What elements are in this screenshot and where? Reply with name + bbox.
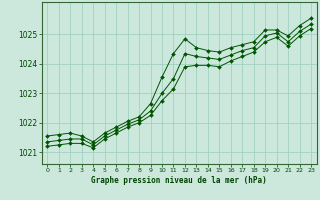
X-axis label: Graphe pression niveau de la mer (hPa): Graphe pression niveau de la mer (hPa): [91, 176, 267, 185]
